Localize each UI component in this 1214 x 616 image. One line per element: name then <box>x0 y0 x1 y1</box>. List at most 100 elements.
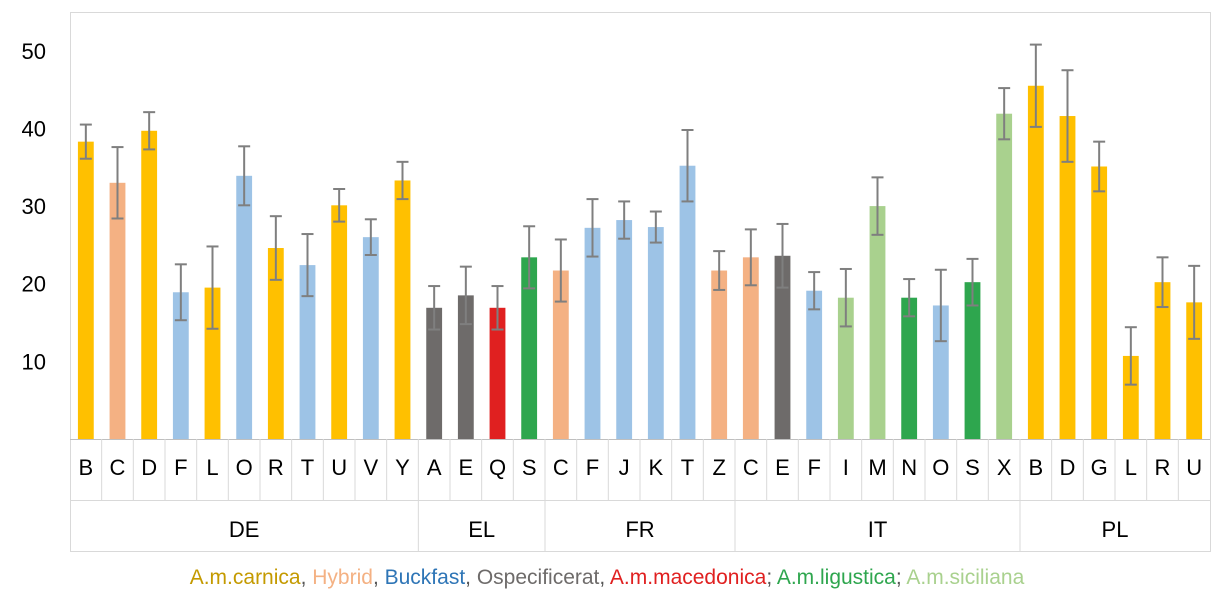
error-bar <box>649 210 662 244</box>
legend: A.m.carnica, Hybrid, Buckfast, Ospecific… <box>0 566 1214 590</box>
bar-el-q <box>489 307 506 439</box>
x-category-label: B <box>1028 455 1043 480</box>
error-bar <box>681 129 694 203</box>
error-bar <box>459 265 472 326</box>
error-bar <box>491 285 504 331</box>
bar-fr-f <box>584 227 601 439</box>
y-tick-label: 10 <box>22 349 46 374</box>
bar-it-f <box>806 290 823 439</box>
x-category-label: K <box>648 455 663 480</box>
y-axis-ticks: 10 20 30 40 50 <box>22 39 46 375</box>
error-bar <box>903 278 916 318</box>
x-category-label: E <box>458 455 473 480</box>
error-bar <box>808 271 821 311</box>
bar-it-n <box>901 297 918 439</box>
error-bar <box>1093 140 1106 193</box>
x-category-label: I <box>843 455 849 480</box>
legend-item-carnica: A.m.carnica <box>189 566 301 589</box>
bars <box>77 85 1203 440</box>
x-category-label: L <box>1125 455 1137 480</box>
bar-it-o <box>932 305 949 439</box>
bar-fr-t <box>679 165 696 439</box>
error-bar <box>966 257 979 307</box>
x-category-label: O <box>932 455 949 480</box>
error-bar <box>269 215 282 281</box>
legend-separator: ; <box>895 566 907 589</box>
error-bar <box>301 233 314 298</box>
bar-it-s <box>964 282 981 439</box>
error-bar <box>776 222 789 289</box>
group-label-el: EL <box>468 517 495 542</box>
group-label-it: IT <box>868 517 888 542</box>
error-bar <box>618 200 631 240</box>
legend-separator: , <box>300 566 313 589</box>
x-category-label: R <box>1155 455 1171 480</box>
x-category-label: T <box>301 455 314 480</box>
error-bar <box>364 218 377 257</box>
error-bar <box>998 87 1011 141</box>
error-bar <box>238 145 251 207</box>
x-category-label: O <box>236 455 253 480</box>
x-category-label: N <box>901 455 917 480</box>
error-bar <box>79 123 92 160</box>
bar-pl-b <box>1027 85 1044 439</box>
bar-de-d <box>141 130 158 439</box>
y-tick-label: 20 <box>22 272 46 297</box>
error-bar <box>174 263 187 322</box>
bar-it-m <box>869 206 886 439</box>
x-category-label: S <box>522 455 537 480</box>
x-category-label: U <box>1186 455 1202 480</box>
x-category-label: F <box>174 455 187 480</box>
error-bar <box>1061 69 1074 163</box>
bar-de-r <box>267 248 284 439</box>
legend-item-legend_blue: Buckfast <box>384 566 466 589</box>
bar-fr-z <box>711 270 728 439</box>
x-category-label: B <box>78 455 93 480</box>
x-category-label: G <box>1091 455 1108 480</box>
x-category-label: T <box>681 455 694 480</box>
group-labels: DE EL FR IT PL <box>229 517 1129 542</box>
x-category-label: R <box>268 455 284 480</box>
error-bar <box>934 268 947 343</box>
error-bar <box>871 176 884 236</box>
group-label-de: DE <box>229 517 260 542</box>
x-category-label: D <box>1060 455 1076 480</box>
bar-de-y <box>394 180 411 440</box>
x-category-label: A <box>427 455 442 480</box>
error-bar <box>143 111 156 151</box>
bar-de-f <box>172 292 189 439</box>
bar-fr-c <box>552 270 569 439</box>
x-category-label: C <box>743 455 759 480</box>
group-label-pl: PL <box>1102 517 1129 542</box>
legend-separator: , <box>599 566 610 589</box>
error-bar <box>1029 43 1042 128</box>
category-dividers <box>70 439 1210 551</box>
bar-pl-d <box>1059 116 1076 440</box>
error-bar <box>1124 326 1137 386</box>
error-bar <box>396 160 409 201</box>
x-category-label: Z <box>712 455 725 480</box>
bar-pl-r <box>1154 282 1171 439</box>
x-category-label: S <box>965 455 980 480</box>
x-category-label: F <box>586 455 599 480</box>
legend-separator: , <box>372 566 385 589</box>
x-category-label: Q <box>489 455 506 480</box>
x-category-label: M <box>868 455 886 480</box>
bar-de-u <box>331 205 348 439</box>
chart-frame <box>70 12 1211 552</box>
bar-it-e <box>774 255 791 439</box>
x-category-label: F <box>807 455 820 480</box>
error-bar <box>1156 256 1169 309</box>
bar-it-c <box>742 257 759 439</box>
error-bar <box>839 267 852 328</box>
x-category-label: X <box>997 455 1012 480</box>
bar-el-a <box>426 307 443 439</box>
error-bar <box>333 188 346 223</box>
y-tick-label: 50 <box>22 39 46 64</box>
error-bar <box>586 198 599 258</box>
x-category-label: E <box>775 455 790 480</box>
bar-el-e <box>457 295 474 439</box>
group-label-fr: FR <box>625 517 654 542</box>
